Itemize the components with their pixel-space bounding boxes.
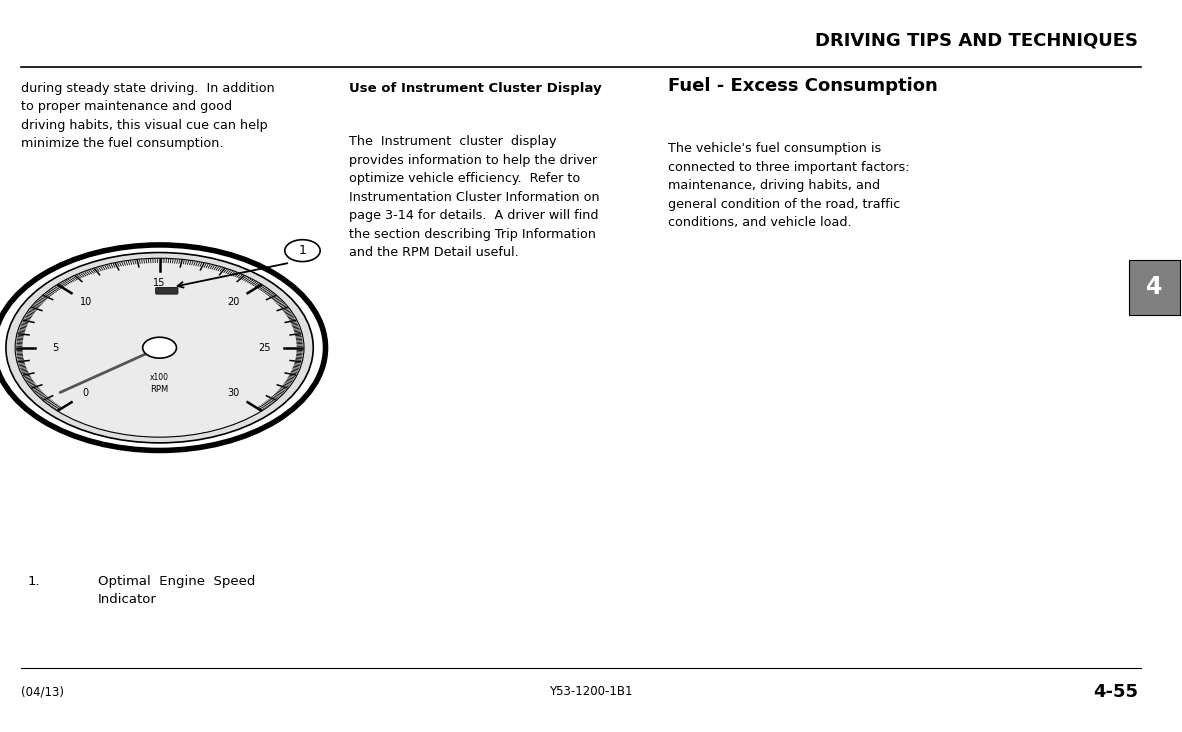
Text: 4: 4 bbox=[1147, 275, 1162, 299]
Text: 10: 10 bbox=[79, 297, 92, 307]
Text: 1: 1 bbox=[299, 244, 306, 257]
Text: DRIVING TIPS AND TECHNIQUES: DRIVING TIPS AND TECHNIQUES bbox=[816, 31, 1138, 49]
Text: The  Instrument  cluster  display
provides information to help the driver
optimi: The Instrument cluster display provides … bbox=[349, 135, 599, 259]
FancyBboxPatch shape bbox=[156, 288, 178, 294]
Text: 30: 30 bbox=[227, 389, 240, 398]
Text: 25: 25 bbox=[258, 343, 271, 353]
Text: Fuel - Excess Consumption: Fuel - Excess Consumption bbox=[668, 77, 937, 95]
Text: x100: x100 bbox=[150, 373, 169, 381]
Text: Y53-1200-1B1: Y53-1200-1B1 bbox=[550, 685, 632, 698]
Text: Use of Instrument Cluster Display: Use of Instrument Cluster Display bbox=[349, 82, 602, 95]
Text: The vehicle's fuel consumption is
connected to three important factors:
maintena: The vehicle's fuel consumption is connec… bbox=[668, 142, 909, 229]
FancyBboxPatch shape bbox=[1129, 260, 1180, 315]
Text: 1.: 1. bbox=[27, 575, 40, 588]
Text: Optimal  Engine  Speed
Indicator: Optimal Engine Speed Indicator bbox=[98, 575, 255, 605]
Text: 0: 0 bbox=[83, 389, 89, 398]
Text: 5: 5 bbox=[52, 343, 58, 353]
Circle shape bbox=[6, 253, 313, 443]
Circle shape bbox=[143, 337, 176, 358]
Text: (04/13): (04/13) bbox=[21, 685, 64, 698]
Text: RPM: RPM bbox=[150, 385, 169, 394]
Circle shape bbox=[285, 239, 320, 261]
Text: 4-55: 4-55 bbox=[1093, 683, 1138, 701]
Text: during steady state driving.  In addition
to proper maintenance and good
driving: during steady state driving. In addition… bbox=[21, 82, 275, 151]
Circle shape bbox=[15, 258, 304, 437]
Text: 20: 20 bbox=[227, 297, 240, 307]
Circle shape bbox=[0, 245, 325, 450]
Text: 15: 15 bbox=[154, 278, 165, 288]
